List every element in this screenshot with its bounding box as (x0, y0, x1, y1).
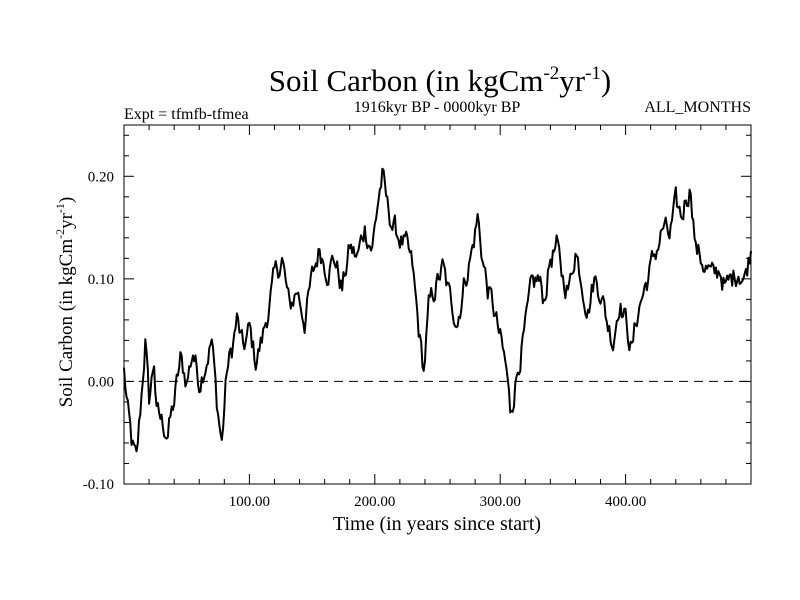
x-tick-label: 400.00 (605, 494, 646, 510)
axis-ticks (124, 125, 751, 484)
y-tick-label: 0.20 (88, 169, 114, 185)
y-tick-label: 0.00 (88, 374, 114, 390)
time-range-label: 1916kyr BP - 0000kyr BP (354, 99, 521, 116)
axis-tick-labels: 100.00 200.00 300.00 400.00 -0.10 0.00 0.10 0.2… (83, 169, 646, 510)
y-tick-label: -0.10 (83, 477, 114, 493)
x-tick-label: 100.00 (229, 494, 270, 510)
plot-frame (123, 124, 752, 485)
x-axis-label: Time (in years since start) (333, 513, 541, 535)
experiment-label: Expt = tfmfb-tfmea (124, 106, 249, 123)
x-tick-label: 300.00 (480, 494, 521, 510)
x-tick-label: 200.00 (354, 494, 395, 510)
months-label: ALL_MONTHS (644, 99, 751, 116)
y-tick-label: 0.10 (88, 272, 114, 288)
chart-title: Soil Carbon (in kgCm-2yr-1) (269, 63, 612, 98)
series-line-soil-carbon (123, 167, 752, 453)
y-axis-label: Soil Carbon (in kgCm-2yr-1) (53, 197, 77, 408)
